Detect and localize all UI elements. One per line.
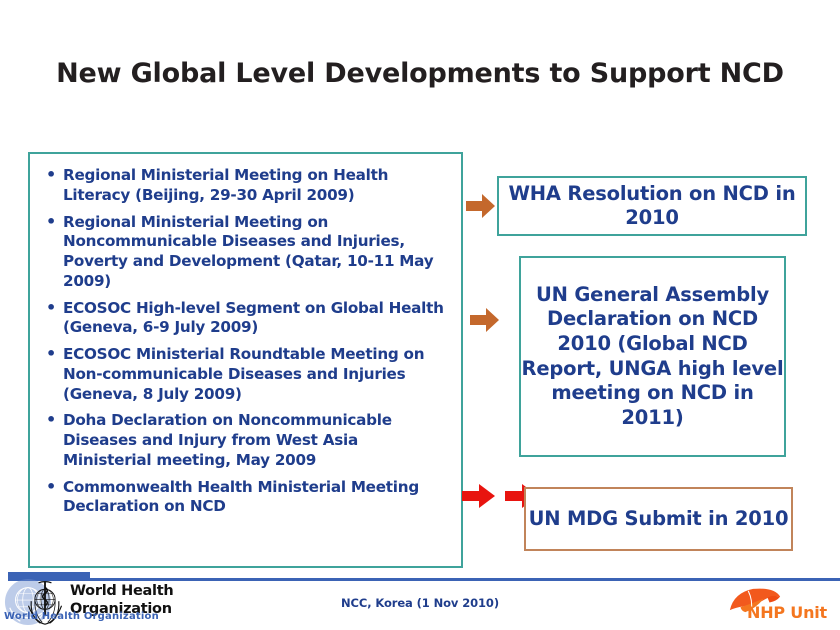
footer-divider-accent (8, 572, 90, 581)
who-wordmark: World Health Organization (70, 582, 174, 618)
developments-list-panel: Regional Ministerial Meeting on Health L… (28, 152, 463, 568)
who-strapline: World Health Organization (4, 611, 159, 622)
outcome-box-wha-label: WHA Resolution on NCD in 2010 (508, 182, 796, 229)
list-item: Commonwealth Health Ministerial Meeting … (44, 477, 451, 518)
list-item: Regional Ministerial Meeting on Health L… (44, 165, 451, 206)
nhp-unit-label: NHP Unit (747, 603, 827, 622)
footer-divider (88, 578, 840, 581)
outcome-box-unga: UN General Assembly Declaration on NCD 2… (519, 256, 786, 457)
who-wordmark-line2: Organization (70, 601, 172, 618)
footer-source-text: NCC, Korea (1 Nov 2010) (341, 596, 499, 610)
nhp-unit-logo: NHP Unit (726, 584, 836, 628)
who-wordmark-line1: World Health (70, 583, 174, 599)
outcome-box-wha: WHA Resolution on NCD in 2010 (497, 176, 807, 236)
outcome-box-mdg-label: UN MDG Submit in 2010 (528, 507, 789, 531)
orange-umbrella-icon (729, 588, 781, 613)
who-emblem-icon (27, 581, 63, 625)
outcome-box-unga-label: UN General Assembly Declaration on NCD 2… (521, 282, 784, 429)
list-item: ECOSOC Ministerial Roundtable Meeting on… (44, 344, 451, 404)
list-item: Doha Declaration on Noncommunicable Dise… (44, 410, 451, 470)
list-item: Regional Ministerial Meeting on Noncommu… (44, 212, 451, 292)
page-title: New Global Level Developments to Support… (56, 58, 784, 89)
who-logo: World Health Organization (0, 578, 210, 630)
outcome-box-mdg: UN MDG Submit in 2010 (524, 487, 793, 551)
list-item: ECOSOC High-level Segment on Global Heal… (44, 298, 451, 339)
developments-bullet-list: Regional Ministerial Meeting on Health L… (30, 154, 461, 517)
